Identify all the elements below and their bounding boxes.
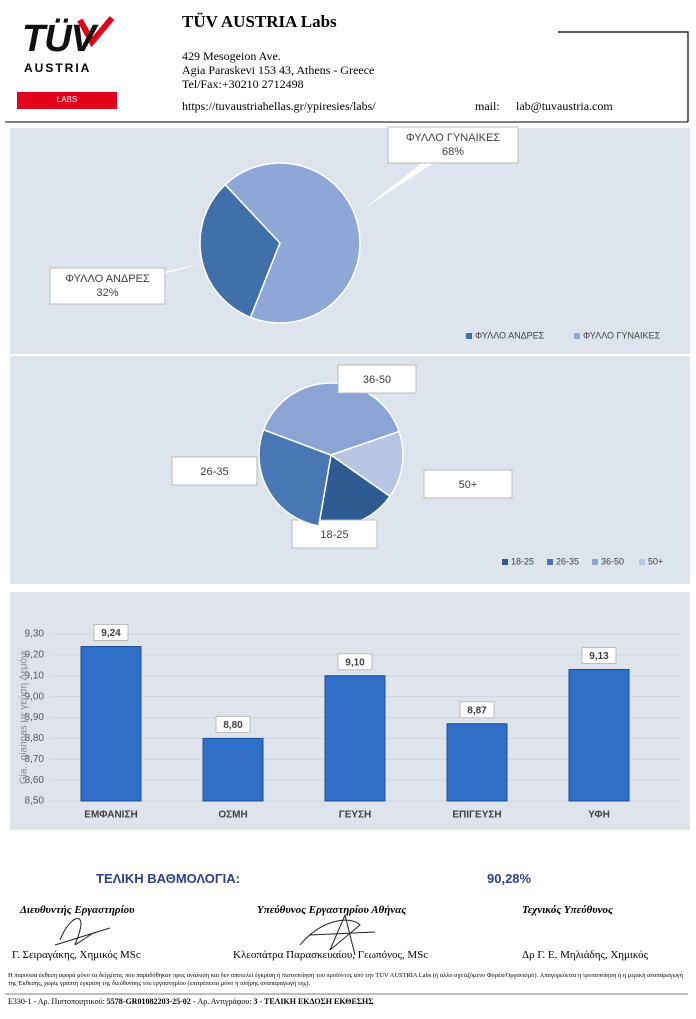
callout-category: 26-35 bbox=[200, 466, 228, 478]
footer-text: Ε330-1 - Αρ. Πιστοποιητικού: bbox=[8, 997, 105, 1006]
callout-category: 50+ bbox=[459, 479, 478, 491]
disclaimer: Η παρούσα έκθεση αφορά μόνο τα δείγματα,… bbox=[8, 972, 683, 987]
y-tick-label: 9,10 bbox=[25, 670, 45, 681]
value-label-box bbox=[459, 701, 495, 719]
legend-swatch bbox=[574, 333, 580, 339]
address-line: Tel/Fax:+30210 2712498 bbox=[182, 77, 304, 91]
footer-code: Ε330-1 - Αρ. Πιστοποιητικού: 5578-GR0108… bbox=[8, 997, 373, 1006]
legend-label: 36-50 bbox=[601, 556, 624, 566]
address-line: 429 Mesogeion Ave. bbox=[182, 49, 281, 63]
signature bbox=[54, 918, 111, 946]
bar bbox=[324, 675, 386, 802]
pie-slice bbox=[262, 382, 401, 456]
signature-name: Γ. Σειραγάκης, Χημικός MSc bbox=[12, 949, 141, 961]
callout-category: 18-25 bbox=[320, 529, 348, 541]
callout-box bbox=[291, 519, 378, 549]
score-value: 90,28% bbox=[487, 871, 532, 886]
y-tick-label: 9,20 bbox=[25, 650, 45, 661]
callout-category: ΦΥΛΛΟ ΓΥΝΑΙΚΕΣ bbox=[406, 132, 500, 144]
y-tick-label: 8,60 bbox=[25, 775, 45, 786]
footer-text: - Αρ. Αντιγράφου: bbox=[192, 997, 252, 1006]
pie-slice bbox=[199, 183, 281, 319]
legend-label: 18-25 bbox=[511, 556, 534, 566]
lab-title: TÜV AUSTRIA Labs bbox=[182, 12, 337, 31]
value-label: 9,10 bbox=[345, 657, 365, 668]
mail-label: mail: bbox=[475, 99, 500, 113]
x-tick-label: ΕΠΙΓΕΥΣΗ bbox=[452, 810, 501, 821]
x-tick-label: ΕΜΦΑΝΙΣΗ bbox=[84, 810, 137, 821]
signature bbox=[299, 913, 376, 956]
bar bbox=[80, 646, 142, 802]
logo-check bbox=[77, 16, 115, 48]
value-label: 8,87 bbox=[467, 705, 487, 716]
value-label: 9,24 bbox=[101, 628, 121, 639]
mail: lab@tuvaustria.com bbox=[516, 99, 613, 113]
pie-slice bbox=[224, 162, 361, 324]
header-box bbox=[558, 31, 689, 122]
legend-label: ΦΥΛΛΟ ΓΥΝΑΙΚΕΣ bbox=[583, 330, 661, 340]
value-label-box bbox=[93, 624, 129, 642]
signature-name: Κλεοπάτρα Παρασκευαίου, Γεωπόνος, MSc bbox=[233, 949, 429, 961]
callout-box bbox=[49, 267, 166, 305]
signature-name: Δρ Γ. Ε. Μηλιάδης, Χημικός bbox=[522, 949, 649, 961]
y-axis-title: Gia...giannas με γεύση Λεμόνι bbox=[18, 651, 30, 784]
signature-role: Υπεύθυνος Εργαστηρίου Αθήνας bbox=[257, 904, 407, 916]
value-label-box bbox=[337, 653, 373, 671]
legend-label: 26-35 bbox=[556, 556, 579, 566]
signature-role: Διευθυντής Εργαστηρίου bbox=[20, 904, 135, 916]
y-tick-label: 9,30 bbox=[25, 629, 45, 640]
x-tick-label: ΟΣΜΗ bbox=[218, 810, 247, 821]
y-tick-label: 9,00 bbox=[25, 691, 45, 702]
y-tick-label: 8,80 bbox=[25, 733, 45, 744]
callout-value: 32% bbox=[96, 287, 118, 299]
callout-box bbox=[387, 126, 519, 164]
callout-category: 36-50 bbox=[363, 374, 391, 386]
x-tick-label: ΥΦΗ bbox=[588, 810, 610, 821]
y-tick-label: 8,70 bbox=[25, 754, 45, 765]
legend-label: ΦΥΛΛΟ ΑΝΔΡΕΣ bbox=[475, 330, 545, 340]
signature-role: Τεχνικός Υπεύθυνος bbox=[522, 904, 613, 916]
bar bbox=[568, 668, 630, 802]
y-tick-label: 8,50 bbox=[25, 796, 45, 807]
address-line: Agia Paraskevi 153 43, Athens - Greece bbox=[182, 63, 375, 77]
value-label: 8,80 bbox=[223, 720, 243, 731]
value-label-box bbox=[215, 715, 251, 733]
pie-slice bbox=[258, 428, 332, 527]
x-tick-label: ΓΕΥΣΗ bbox=[339, 810, 372, 821]
callout-value: 68% bbox=[442, 146, 464, 158]
bar bbox=[446, 723, 508, 802]
callout-box bbox=[171, 456, 258, 486]
legend-swatch bbox=[547, 559, 553, 565]
url: https://tuvaustriahellas.gr/ypiresies/la… bbox=[182, 99, 376, 113]
legend-swatch bbox=[639, 559, 645, 565]
logo-sub: AUSTRIA bbox=[24, 61, 92, 75]
value-label-box bbox=[581, 646, 617, 664]
logo-brand: TÜV bbox=[22, 18, 96, 60]
logo-badge-text: LABS bbox=[56, 95, 78, 104]
certificate-number: 5578-GR01082203-25-02 bbox=[106, 997, 191, 1006]
legend-swatch bbox=[592, 559, 598, 565]
legend-swatch bbox=[466, 333, 472, 339]
copy-number: 3 - ΤΕΛΙΚΗ ΕΚΔΟΣΗ ΕΚΘΕΣΗΣ bbox=[253, 997, 374, 1006]
legend-label: 50+ bbox=[648, 556, 663, 566]
score-label: ΤΕΛΙΚΗ ΒΑΘΜΟΛΟΓΙΑ: bbox=[96, 871, 240, 886]
callout-category: ΦΥΛΛΟ ΑΝΔΡΕΣ bbox=[65, 273, 150, 285]
callout-box bbox=[337, 364, 417, 394]
pie-slice bbox=[329, 430, 404, 498]
callout-box bbox=[423, 469, 513, 499]
y-tick-label: 8,90 bbox=[25, 712, 45, 723]
bar bbox=[202, 737, 264, 802]
legend-swatch bbox=[502, 559, 508, 565]
value-label: 9,13 bbox=[589, 651, 609, 662]
logo-badge bbox=[17, 92, 117, 109]
